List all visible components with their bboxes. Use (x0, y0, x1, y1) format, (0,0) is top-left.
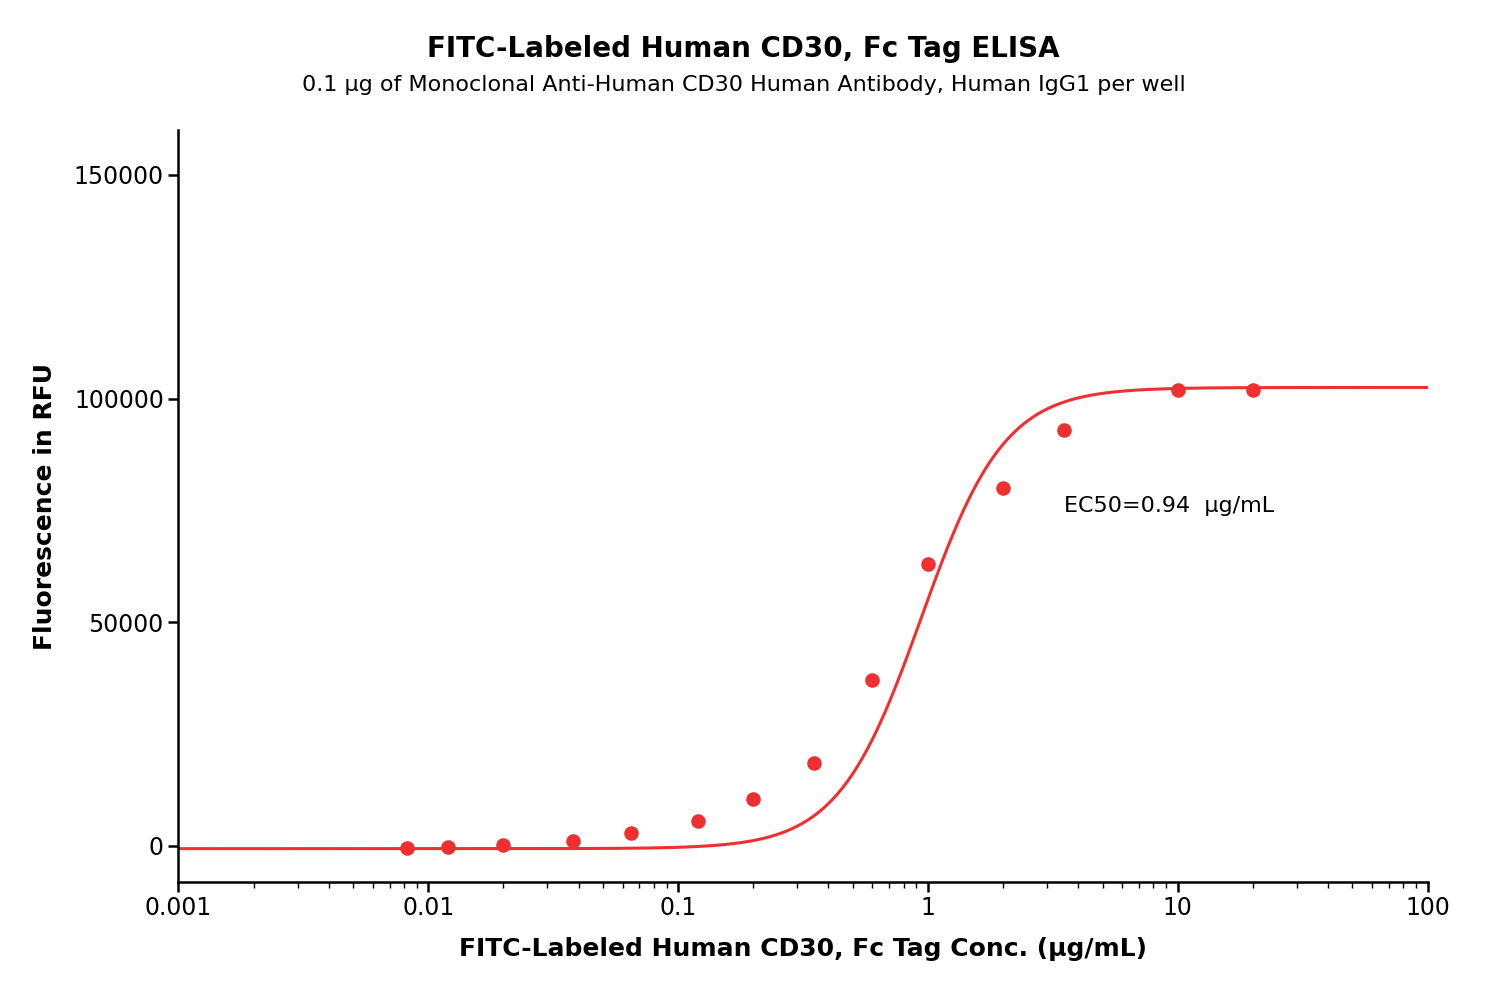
Text: FITC-Labeled Human CD30, Fc Tag ELISA: FITC-Labeled Human CD30, Fc Tag ELISA (427, 35, 1060, 63)
Point (492, 837, 516, 853)
Point (1242, 382, 1265, 398)
Point (801, 756, 825, 772)
Text: 0.1 μg of Monoclonal Anti-Human CD30 Human Antibody, Human IgG1 per well: 0.1 μg of Monoclonal Anti-Human CD30 Hum… (302, 75, 1185, 95)
Point (396, 841, 419, 857)
Point (436, 839, 459, 855)
Point (916, 556, 940, 572)
Point (686, 814, 709, 830)
Point (742, 791, 766, 807)
Point (1166, 382, 1190, 398)
Point (620, 825, 644, 841)
Point (861, 672, 885, 688)
Y-axis label: Fluorescence in RFU: Fluorescence in RFU (33, 363, 57, 649)
Point (992, 480, 1016, 496)
X-axis label: FITC-Labeled Human CD30, Fc Tag Conc. (μg/mL): FITC-Labeled Human CD30, Fc Tag Conc. (μ… (459, 937, 1146, 961)
Point (561, 833, 584, 849)
Point (1051, 422, 1075, 438)
Text: EC50=0.94  μg/mL: EC50=0.94 μg/mL (1063, 496, 1274, 516)
